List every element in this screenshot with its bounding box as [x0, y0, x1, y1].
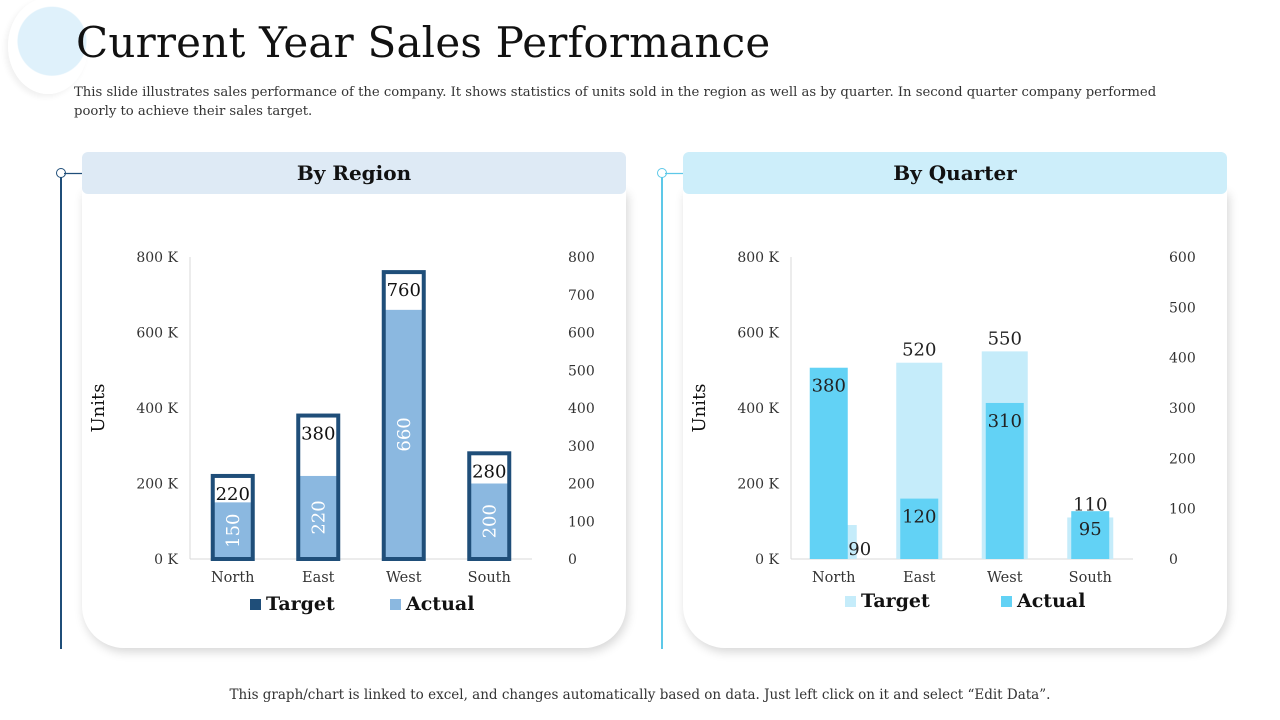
- page-title: Current Year Sales Performance: [76, 18, 771, 67]
- target-value-label: 550: [988, 328, 1022, 349]
- y2-tick-label: 300: [568, 439, 595, 455]
- x-tick-label: North: [812, 570, 856, 586]
- actual-bar: [469, 483, 510, 559]
- target-bar: [296, 413, 341, 561]
- actual-value-label: 310: [988, 411, 1022, 432]
- legend-swatch-actual: [1001, 596, 1012, 607]
- quarter-chart-card: [683, 190, 1227, 648]
- region-panel-guide-line: [60, 173, 62, 649]
- target-value-label: 220: [216, 484, 250, 505]
- target-bar: [467, 451, 512, 561]
- legend-label-target: Target: [861, 590, 930, 612]
- region-bar-chart[interactable]: 0 K 200 K 400 K 600 K 800 K 0 100 200 300 400 500 6…: [82, 240, 626, 630]
- legend-swatch-target: [250, 599, 261, 610]
- y2-tick-label: 200: [568, 477, 595, 493]
- actual-bar: [383, 309, 424, 559]
- region-chart-card: [82, 190, 626, 648]
- legend-swatch-target: [845, 596, 856, 607]
- y-tick-label: 800 K: [136, 250, 178, 266]
- y2-tick-label: 500: [1169, 300, 1196, 316]
- target-value-label: 110: [1073, 494, 1107, 515]
- y2-tick-label: 0: [1169, 552, 1178, 568]
- y2-tick-label: 400: [568, 401, 595, 417]
- actual-bar: [212, 502, 253, 559]
- target-value-label: 760: [387, 280, 421, 301]
- y2-tick-label: 400: [1169, 351, 1196, 367]
- y2-tick-label: 600: [568, 326, 595, 342]
- y-tick-label: 600 K: [136, 326, 178, 342]
- y2-tick-label: 700: [568, 288, 595, 304]
- actual-value-label: 220: [308, 500, 329, 534]
- y2-tick-label: 100: [1169, 502, 1196, 518]
- footer-note: This graph/chart is linked to excel, and…: [229, 687, 1051, 703]
- actual-bar: [985, 402, 1024, 559]
- actual-bar: [298, 475, 339, 559]
- target-value-label: 280: [472, 461, 506, 482]
- actual-value-label: 660: [394, 417, 415, 451]
- target-value-label: 520: [902, 340, 936, 361]
- target-bar: [210, 473, 255, 561]
- actual-bar: [809, 367, 848, 559]
- actual-value-label: 95: [1079, 519, 1102, 540]
- legend-label-target: Target: [266, 593, 335, 615]
- x-tick-label: West: [386, 570, 422, 586]
- actual-value-label: 150: [223, 514, 244, 548]
- y2-tick-label: 300: [1169, 401, 1196, 417]
- legend-label-actual: Actual: [1016, 590, 1085, 612]
- y-tick-label: 400 K: [737, 401, 779, 417]
- quarter-panel-header: By Quarter: [683, 152, 1227, 194]
- target-value-label: 380: [301, 424, 335, 445]
- y-axis-title: Units: [689, 384, 710, 433]
- x-tick-label: West: [987, 570, 1023, 586]
- actual-bar: [900, 498, 939, 559]
- x-tick-label: East: [903, 570, 936, 586]
- y-tick-label: 200 K: [737, 477, 779, 493]
- region-panel-header: By Region: [82, 152, 626, 194]
- y2-tick-label: 100: [568, 514, 595, 530]
- target-bar: [381, 270, 426, 561]
- x-tick-label: South: [468, 570, 511, 586]
- y-tick-label: 0 K: [154, 552, 178, 568]
- slide-description: This slide illustrates sales performance…: [74, 85, 1157, 119]
- y-tick-label: 0 K: [755, 552, 779, 568]
- actual-value-label: 120: [902, 507, 936, 528]
- y-axis-title: Units: [88, 384, 109, 433]
- x-tick-label: East: [302, 570, 335, 586]
- y2-tick-label: 0: [568, 552, 577, 568]
- x-tick-label: South: [1069, 570, 1112, 586]
- decorative-circle: [8, 0, 88, 94]
- y-tick-label: 400 K: [136, 401, 178, 417]
- legend-label-actual: Actual: [405, 593, 474, 615]
- x-tick-label: North: [211, 570, 255, 586]
- y-tick-label: 800 K: [737, 250, 779, 266]
- y-tick-label: 600 K: [737, 326, 779, 342]
- y2-tick-label: 200: [1169, 451, 1196, 467]
- y2-tick-label: 500: [568, 363, 595, 379]
- actual-value-label: 200: [479, 504, 500, 538]
- y2-tick-label: 600: [1169, 250, 1196, 266]
- target-value-label: 90: [848, 539, 871, 560]
- quarter-panel-guide-line: [661, 173, 663, 649]
- y2-tick-label: 800: [568, 250, 595, 266]
- quarter-bar-chart[interactable]: 0 K 200 K 400 K 600 K 800 K 0 100 200 300 400 500 6…: [683, 240, 1227, 630]
- legend-swatch-actual: [390, 599, 401, 610]
- actual-bar: [1071, 511, 1110, 559]
- actual-value-label: 380: [812, 376, 846, 397]
- y-tick-label: 200 K: [136, 477, 178, 493]
